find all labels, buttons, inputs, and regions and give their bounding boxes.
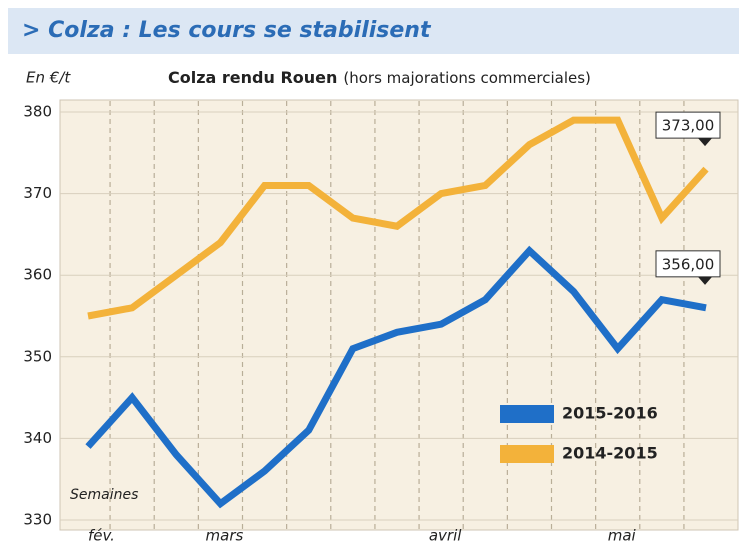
value-label: 373,00 <box>662 117 715 135</box>
y-tick-label: 340 <box>23 429 52 447</box>
y-tick-label: 360 <box>23 266 52 284</box>
y-tick-label: 350 <box>23 347 52 365</box>
legend-swatch <box>500 445 554 463</box>
y-axis-label: En €/t <box>26 69 71 87</box>
x-tick-label: mai <box>608 527 637 545</box>
title: Colza rendu Rouen <box>168 68 337 87</box>
plot-area <box>59 99 739 531</box>
value-label-pointer <box>698 138 712 147</box>
header-title: > Colza : Les cours se stabilisent <box>22 18 432 43</box>
header-band <box>8 8 739 54</box>
y-tick-label: 380 <box>23 103 52 121</box>
subtitle: (hors majorations commerciales) <box>343 69 591 87</box>
value-label-pointer <box>698 276 712 285</box>
series-line <box>85 245 707 509</box>
legend-swatch <box>500 405 554 423</box>
x-tick-label: mars <box>206 527 244 545</box>
y-tick-label: 330 <box>23 511 52 529</box>
legend-label: 2014-2015 <box>562 444 658 463</box>
value-label-box <box>655 111 721 139</box>
chart-title: Colza rendu Rouen (hors majorations comme… <box>168 68 591 87</box>
legend-label: 2015-2016 <box>562 404 658 423</box>
x-axis-label: Semaines <box>70 487 138 503</box>
x-tick-label: fév. <box>88 527 115 545</box>
value-label-box <box>655 250 721 278</box>
value-label: 356,00 <box>662 255 715 273</box>
y-tick-label: 370 <box>23 184 52 202</box>
series-line <box>87 116 709 320</box>
x-tick-label: avril <box>429 527 462 545</box>
